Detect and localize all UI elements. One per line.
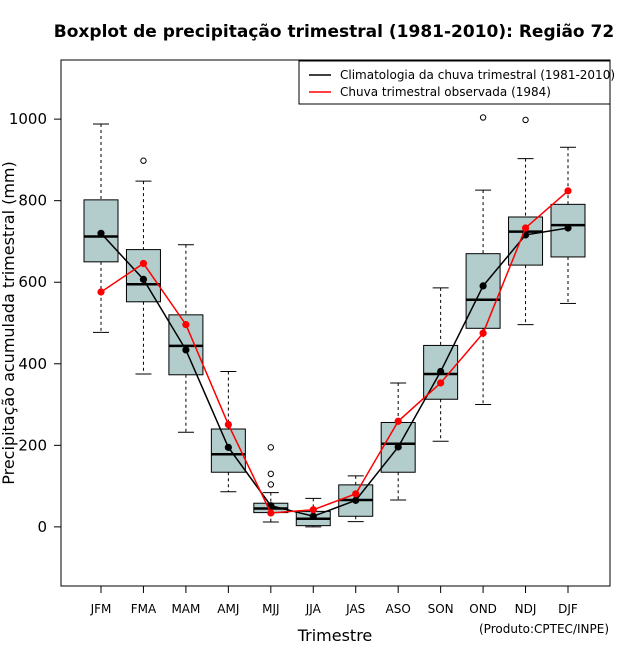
outlier-point [267,481,275,488]
series-point-observed [309,506,317,514]
x-tick-label: MAM [171,602,200,616]
x-tick-label: AMJ [217,602,239,616]
box-fma [125,157,161,375]
outlier-point [267,444,275,451]
x-tick-label: JAS [345,602,365,616]
series-point-observed [352,490,360,498]
series-point-observed [394,417,402,425]
series-point-climatology [564,224,572,232]
x-tick-label: NDJ [515,602,537,616]
series-observed [97,187,572,517]
legend-frame [298,60,611,105]
box-son [423,287,459,442]
plot-area-frame [60,59,611,587]
series-point-climatology [97,229,105,237]
box-mam [168,244,204,433]
series-point-climatology [182,346,190,354]
y-axis-label: Precipitação acumulada trimestral (mm) [0,161,18,485]
series-point-observed [437,379,445,387]
box-ond [465,114,501,406]
x-tick-label: OND [469,602,497,616]
box-jfm [83,123,119,333]
series-line-observed [100,190,569,514]
legend-label-climatology: Climatologia da chuva trimestral (1981-2… [340,68,615,82]
series-point-climatology [267,502,275,510]
series-point-observed [97,288,105,296]
outlier-point [479,114,487,121]
y-axis: 0 200 400 600 800 1000 [9,110,62,536]
series-point-observed [224,420,232,429]
boxes [83,114,586,528]
box-ndj [508,116,544,326]
outlier-point [522,116,529,124]
y-tick-label: 800 [18,192,47,210]
series-point-observed [564,187,572,195]
x-tick-label: ASO [386,602,411,616]
box-body [125,249,161,303]
box-body [465,253,501,329]
legend-label-observed: Chuva trimestral observada (1984) [340,85,551,99]
series-point-climatology [352,496,360,504]
box-amj [210,371,246,493]
outlier-point [140,157,147,164]
series-point-climatology [309,512,317,520]
series-point-climatology [479,282,487,290]
series-point-observed [521,224,530,232]
y-tick-label: 600 [18,273,47,291]
y-tick-label: 0 [37,518,47,536]
x-axis-label: Trimestre [297,626,373,645]
legend: Climatologia da chuva trimestral (1981-2… [298,60,615,105]
series-point-climatology [394,443,402,451]
source-credit: (Produto:CPTEC/INPE) [479,622,609,636]
y-tick-label: 200 [18,436,47,454]
y-tick-label: 1000 [9,110,47,128]
series-point-observed [479,329,487,337]
series-point-climatology [224,443,232,451]
x-tick-label: SON [428,602,454,616]
chart-title: Boxplot de precipitação trimestral (1981… [54,22,614,42]
series-line-climatology [100,227,569,518]
y-tick-label: 400 [18,355,47,373]
series-lines [97,187,572,520]
x-tick-label: MJJ [262,602,279,616]
x-tick-label: JFM [90,602,112,616]
series-point-observed [267,509,275,517]
outlier-point [267,470,275,478]
x-tick-label: DJF [558,602,578,616]
x-tick-label: FMA [131,602,157,616]
series-point-climatology [437,367,445,376]
x-axis: JFM FMA MAM AMJ MJJ JJA JAS ASO SON OND NDJ DJF [90,585,578,616]
series-point-observed [182,321,190,329]
x-tick-label: JJA [305,602,322,616]
series-point-climatology [139,275,148,283]
series-point-observed [139,259,148,268]
